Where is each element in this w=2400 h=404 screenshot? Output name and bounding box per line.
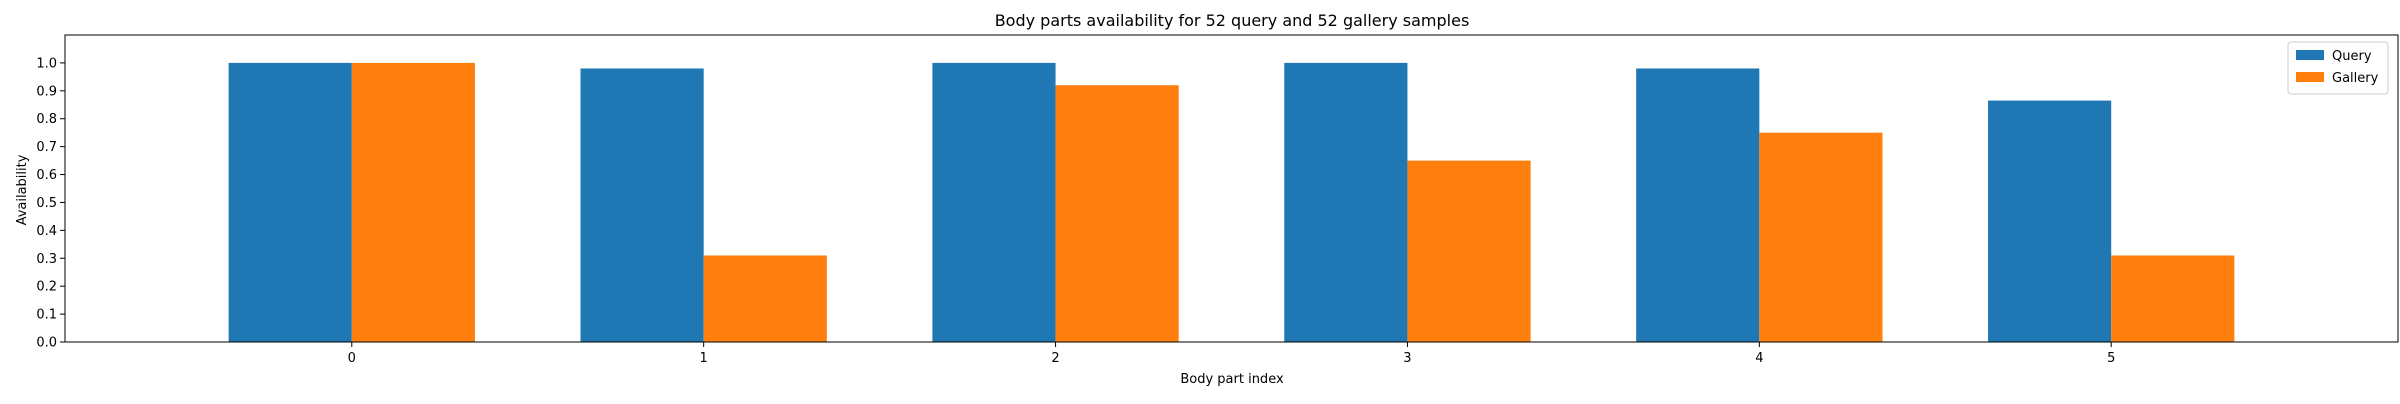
x-tick-label: 0 — [348, 351, 356, 366]
y-tick-label: 0.4 — [36, 224, 57, 239]
x-tick-label: 2 — [1051, 351, 1059, 366]
bar-gallery-0 — [351, 62, 475, 342]
y-tick-label: 0.2 — [36, 280, 57, 295]
legend-swatch-query — [2296, 50, 2324, 60]
y-tick-label: 0.6 — [36, 168, 57, 183]
bar-query-0 — [228, 62, 352, 342]
y-tick-label: 0.9 — [36, 84, 57, 99]
bar-query-3 — [1284, 62, 1408, 342]
bar-gallery-1 — [703, 255, 827, 342]
bar-query-5 — [1988, 100, 2112, 342]
x-tick-label: 1 — [700, 351, 708, 366]
bar-gallery-2 — [1055, 85, 1179, 343]
x-tick-label: 4 — [1755, 351, 1763, 366]
axes-frame — [64, 34, 2399, 343]
x-axis-label: Body part index — [1180, 372, 1284, 387]
plot-area: 0.0 0.1 0.2 0.3 0.4 0.5 0.6 0.7 0.8 0.9 1.0 0 1 2 3 4 5 — [36, 34, 2399, 366]
bar-gallery-3 — [1407, 160, 1531, 342]
legend-label-query: Query — [2332, 49, 2372, 64]
bar-gallery-4 — [1759, 132, 1883, 342]
y-tick-label: 0.5 — [36, 196, 57, 211]
bar-gallery-5 — [2111, 255, 2235, 342]
bar-query-2 — [932, 62, 1056, 342]
y-tick-label: 0.0 — [36, 336, 57, 351]
y-tick-label: 0.7 — [36, 140, 57, 155]
y-tick-label: 1.0 — [36, 56, 57, 71]
y-tick-label: 0.3 — [36, 252, 57, 267]
y-axis-label: Availability — [15, 154, 30, 225]
x-tick-label: 5 — [2107, 351, 2115, 366]
y-tick-label: 0.8 — [36, 112, 57, 127]
x-tick-label: 3 — [1403, 351, 1411, 366]
chart-title: Body parts availability for 52 query and… — [995, 11, 1470, 30]
bar-query-1 — [580, 68, 704, 343]
bar-query-4 — [1636, 68, 1760, 343]
legend-label-gallery: Gallery — [2332, 71, 2379, 86]
legend: Query Gallery — [2287, 41, 2389, 95]
legend-swatch-gallery — [2296, 72, 2324, 82]
y-tick-label: 0.1 — [36, 308, 57, 323]
